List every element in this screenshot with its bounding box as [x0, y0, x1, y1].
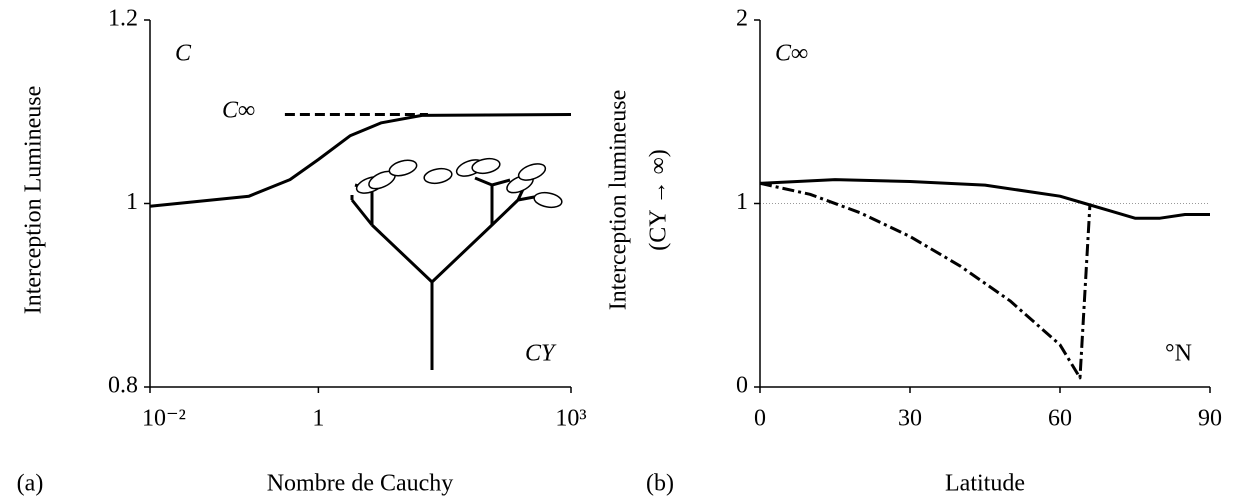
data-line: [759, 181, 1092, 380]
y-tick-label: 1: [126, 189, 138, 215]
y-tick-label: 1.2: [108, 6, 138, 32]
annotation: C∞: [775, 41, 808, 67]
y-axis-label: Interception Lumineuse: [21, 86, 47, 315]
axes: [759, 20, 1210, 388]
panel-label: (a): [17, 471, 44, 497]
x-tick-label: 60: [1048, 406, 1072, 432]
tree-illustration: [350, 157, 563, 370]
x-tick-label: 30: [898, 406, 922, 432]
x-tick-label: 10³: [555, 406, 586, 432]
annotation: °N: [1165, 341, 1192, 367]
annotation: CY: [525, 341, 557, 367]
reference-label: C∞: [222, 98, 255, 124]
data-line: [149, 113, 572, 208]
x-tick-label: 90: [1198, 406, 1222, 432]
y-tick-label: 0.8: [108, 373, 138, 399]
x-axis-label: Latitude: [945, 471, 1025, 497]
panel-label: (b): [646, 471, 674, 497]
x-tick-label: 1: [312, 406, 324, 432]
x-tick-label: 0: [754, 406, 766, 432]
y-axis-label: (CY → ∞): [646, 149, 672, 251]
y-tick-label: 2: [736, 6, 748, 32]
y-axis-label: Interception lumineuse: [606, 90, 632, 311]
x-tick-label: 10⁻²: [142, 406, 186, 432]
axes: [149, 20, 571, 388]
y-tick-label: 0: [736, 373, 748, 399]
y-tick-label: 1: [736, 189, 748, 215]
data-line: [759, 178, 1210, 220]
annotation: C: [175, 41, 192, 67]
x-axis-label: Nombre de Cauchy: [267, 471, 454, 497]
